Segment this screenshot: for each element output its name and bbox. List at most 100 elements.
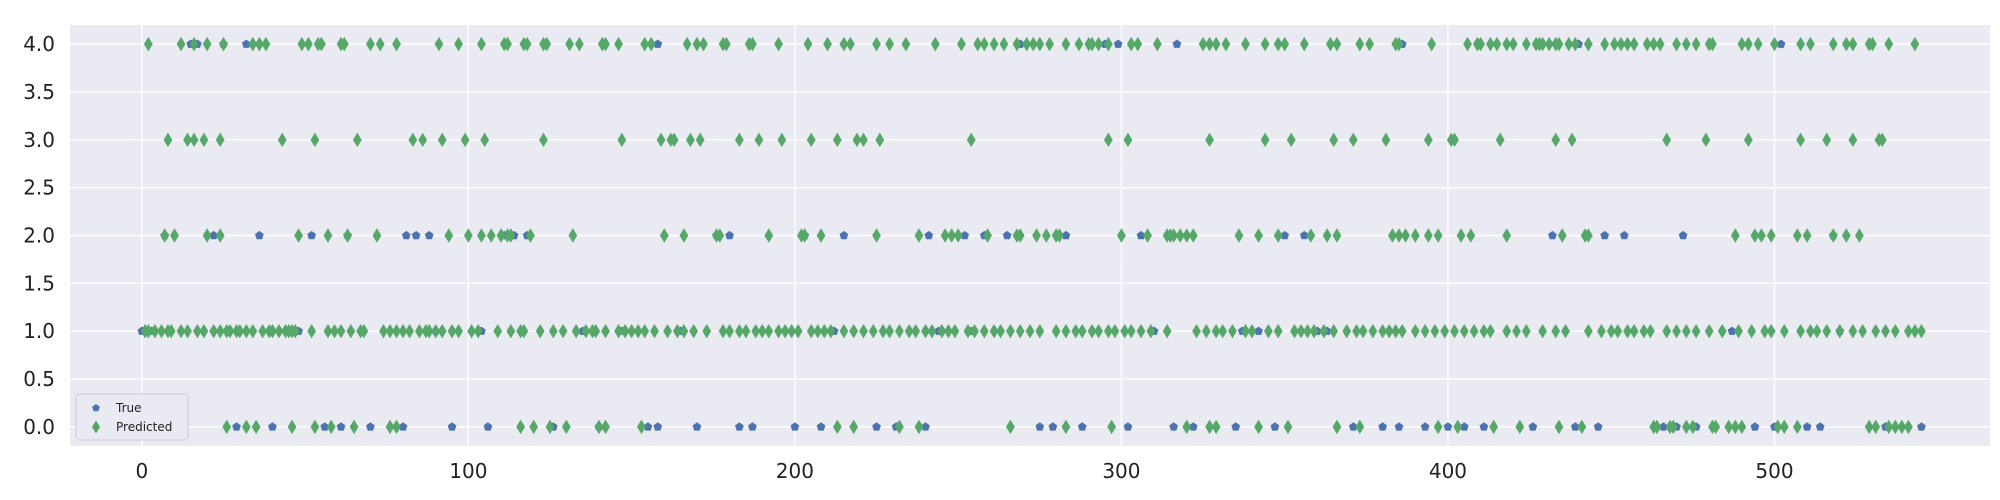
data-point-predicted [1551,132,1561,148]
data-point-predicted [1077,323,1087,339]
data-point-predicted [215,323,225,339]
data-point-predicted [1583,228,1593,243]
data-point-predicted [493,323,503,339]
data-point-true [1479,422,1489,431]
data-point-true [1378,422,1388,431]
data-point-true [924,230,934,240]
data-point-true [398,422,408,431]
data-point-predicted [303,36,313,52]
y-tick-label: 0.0 [23,415,55,439]
data-point-predicted [1394,228,1404,243]
data-point-predicted [885,323,894,339]
data-point-predicted [473,323,483,339]
data-point-predicted [695,132,705,148]
y-tick-label: 4.0 [23,32,55,56]
data-point-predicted [1734,323,1743,339]
data-point-predicted [189,132,199,148]
data-point-predicted [1551,323,1561,339]
data-point-predicted [506,228,516,243]
data-point-predicted [1450,323,1459,339]
data-point-predicted [894,419,904,435]
data-point-predicted [1828,228,1838,243]
data-point-predicted [1662,132,1672,148]
data-point-predicted [966,132,976,148]
data-point-predicted [157,323,166,339]
data-point-predicted [734,132,744,148]
data-point-predicted [1502,323,1512,339]
data-point-predicted [1397,323,1407,339]
data-point-predicted [1743,132,1753,148]
data-point-predicted [486,228,496,243]
data-point-predicted [692,36,702,52]
data-point-predicted [241,323,251,339]
data-point-predicted [359,323,369,339]
data-point-predicted [372,228,382,243]
data-point-predicted [1006,419,1015,435]
data-point-predicted [418,132,428,148]
data-point-predicted [1792,419,1802,435]
data-point-predicted [800,228,810,243]
data-point-predicted [721,36,731,52]
data-point-true [447,422,457,431]
data-point-predicted [1672,323,1681,339]
data-point-predicted [914,228,924,243]
data-point-predicted [1806,36,1815,52]
data-point-predicted [614,323,623,339]
data-point-predicted [832,419,842,435]
data-point-predicted [601,36,610,52]
data-point-predicted [1205,36,1214,52]
data-point-predicted [1286,132,1296,148]
data-point-predicted [414,323,424,339]
data-point-predicted [1061,323,1071,339]
data-point-predicted [1015,323,1025,339]
data-point-predicted [1597,323,1606,339]
data-point-true [255,230,264,240]
data-point-true [1035,422,1045,431]
data-point-predicted [215,228,225,243]
data-point-predicted [1273,228,1283,243]
data-point-predicted [1737,419,1747,435]
data-point-predicted [571,323,581,339]
data-point-predicted [1074,36,1084,52]
data-point-predicted [503,36,512,52]
legend: True Predicted [75,393,189,441]
data-point-predicted [793,323,803,339]
data-point-true [1593,422,1603,431]
data-point-predicted [725,323,734,339]
data-point-predicted [777,132,787,148]
data-point-predicted [1299,36,1309,52]
data-point-predicted [561,419,571,435]
data-point-predicted [1133,36,1143,52]
data-point-true [1394,422,1404,431]
data-point-predicted [957,36,966,52]
data-point-predicted [1423,228,1433,243]
data-point-predicted [548,323,558,339]
data-point-predicted [1737,36,1747,52]
data-point-predicted [1094,323,1103,339]
data-point-predicted [601,323,610,339]
data-point-predicted [1041,228,1051,243]
data-point-predicted [1391,323,1401,339]
data-point-predicted [1848,132,1858,148]
x-tick-label: 100 [449,459,487,483]
data-point-predicted [339,36,349,52]
data-point-predicted [150,323,160,339]
data-point-predicted [209,323,219,339]
data-point-predicted [823,36,832,52]
data-point-predicted [1463,36,1472,52]
data-point-predicted [248,323,258,339]
data-point-predicted [868,323,878,339]
data-point-predicted [1691,323,1701,339]
data-point-predicted [310,132,320,148]
data-point-predicted [1071,323,1081,339]
data-point-true [1619,230,1629,240]
data-point-predicted [859,132,868,148]
data-point-predicted [1182,228,1192,243]
data-point-predicted [901,36,911,52]
data-point-predicted [1884,419,1894,435]
y-tick-label: 1.0 [23,319,55,343]
data-point-predicted [872,36,881,52]
data-point-predicted [832,132,842,148]
data-point-predicted [519,323,529,339]
data-point-predicted [1796,36,1806,52]
